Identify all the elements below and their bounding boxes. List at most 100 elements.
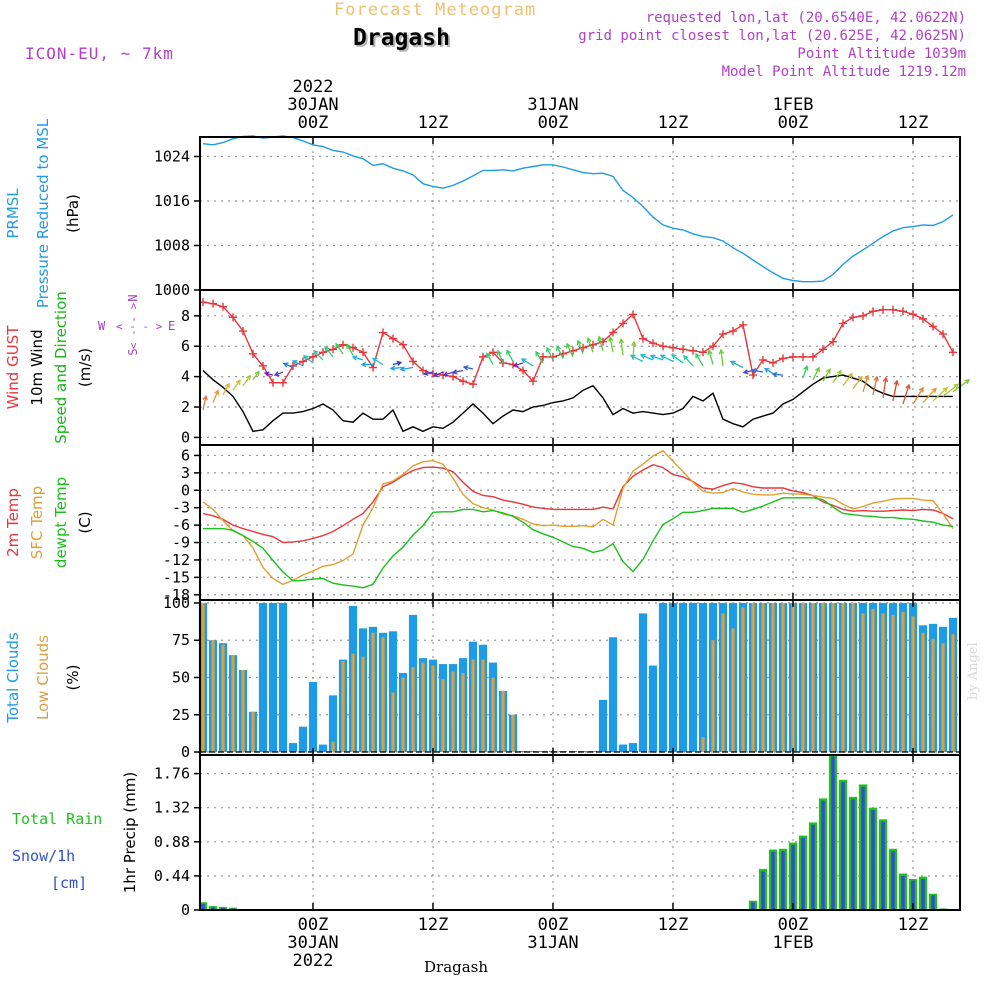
bar-low-clouds	[211, 640, 215, 753]
wind-dir-arrow	[433, 371, 444, 377]
gust-marker	[629, 310, 637, 319]
gust-marker	[329, 345, 337, 354]
gust-marker	[479, 352, 487, 361]
panel-label-2: 10m Wind	[28, 329, 46, 405]
wind-dir-arrowhead	[254, 370, 260, 377]
y-tick-label: 6	[181, 446, 190, 464]
top-axis-date: 31JAN	[527, 95, 578, 115]
model-label: ICON-EU, ~ 7km	[25, 44, 174, 63]
wind-dir-arrowhead	[486, 352, 492, 358]
bar-low-clouds	[331, 741, 335, 753]
wind-dir-arrow	[352, 356, 364, 361]
bar-total-clouds	[628, 743, 638, 753]
y-tick-label: -18	[163, 586, 190, 604]
wind-dir-arrow	[566, 343, 574, 358]
compass-n: N	[126, 294, 140, 301]
bar-snow	[861, 786, 865, 910]
bottom-axis-time: 00Z	[298, 915, 329, 935]
bar-total-clouds	[608, 637, 618, 753]
wind-dir-arrow	[708, 350, 714, 365]
bar-low-clouds	[201, 602, 205, 753]
wind-dir-arrowhead	[905, 383, 911, 390]
bar-snow	[831, 756, 835, 910]
y-tick-label: 1000	[154, 281, 190, 299]
wind-dir-arrowhead	[506, 349, 512, 355]
series-line-3	[203, 497, 954, 589]
requested-coords: requested lon,lat (20.6540E, 42.0622N)	[645, 10, 966, 26]
gust-marker	[949, 348, 957, 357]
wind-dir-arrow	[372, 357, 384, 366]
gust-marker	[819, 345, 827, 354]
bar-low-clouds	[371, 632, 375, 753]
y-tick-label: 75	[172, 631, 190, 649]
bottom-axis-time: 12Z	[418, 915, 449, 935]
wind-dir-arrowhead	[683, 354, 689, 361]
gust-marker	[469, 380, 477, 389]
compass-rose: W < - - > EN< - - >S	[98, 294, 175, 355]
bar-low-clouds	[791, 602, 795, 753]
y-tick-label: 1024	[154, 147, 190, 165]
bar-low-clouds	[801, 602, 805, 753]
top-axis-year: 2022	[293, 77, 334, 97]
wind-dir-arrow	[292, 360, 304, 367]
bar-snow	[211, 906, 215, 910]
bar-low-clouds	[741, 607, 745, 753]
bar-snow	[841, 782, 845, 910]
series-line-1	[202, 135, 954, 283]
wind-dir-arrowhead	[302, 355, 309, 361]
wind-dir-arrow	[671, 354, 684, 364]
wind-dir-arrowhead	[351, 355, 358, 361]
bar-total-clouds	[308, 681, 318, 753]
gust-marker	[519, 366, 527, 375]
y-tick-label: 0	[181, 428, 190, 446]
wind-dir-arrowhead	[346, 343, 352, 349]
bar-snow	[821, 800, 825, 910]
gust-marker	[719, 330, 727, 339]
gust-marker	[249, 349, 257, 358]
panel-label-3: (hPa)	[64, 194, 82, 233]
bar-low-clouds	[851, 602, 855, 753]
wind-dir-arrowhead	[324, 345, 330, 352]
top-axis-time: 12Z	[658, 113, 689, 133]
gust-marker	[229, 313, 237, 322]
wind-dir-arrowhead	[763, 367, 770, 373]
bottom-axis-date: 31JAN	[527, 933, 578, 953]
gust-marker	[359, 348, 367, 357]
wind-dir-arrowhead	[718, 348, 725, 355]
wind-dir-arrowhead	[857, 375, 863, 382]
wind-dir-arrowhead	[882, 376, 889, 383]
station-title: Dragash	[353, 25, 450, 51]
y-tick-label: 0.44	[154, 867, 190, 885]
wind-dir-arrow	[443, 371, 454, 376]
compass-ns-arrow: < - - >	[127, 302, 140, 349]
bar-total-clouds	[598, 699, 608, 753]
gust-marker	[809, 352, 817, 361]
wind-dir-arrow	[730, 360, 744, 369]
gust-marker	[869, 307, 877, 316]
wind-dir-arrow	[620, 339, 624, 356]
wind-dir-arrow	[486, 353, 494, 365]
bar-low-clouds	[241, 670, 245, 753]
y-tick-label: 1008	[154, 236, 190, 254]
bar-low-clouds	[461, 673, 465, 753]
wind-dir-arrowhead	[618, 337, 625, 344]
gust-marker	[909, 310, 917, 319]
y-tick-label: 1.32	[154, 799, 190, 817]
wind-dir-arrowhead	[771, 371, 778, 378]
wind-dir-arrow	[892, 380, 898, 402]
top-axis-date: 30JAN	[287, 95, 338, 115]
gust-marker	[269, 378, 277, 387]
bar-snow	[891, 851, 895, 910]
bottom-axis-time: 00Z	[778, 915, 809, 935]
wind-dir-arrowhead	[953, 383, 960, 389]
wind-dir-arrowhead	[847, 372, 853, 379]
y-tick-label: 0	[181, 743, 190, 761]
wind-dir-arrow	[812, 367, 820, 380]
wind-dir-arrow	[202, 395, 207, 411]
gust-marker	[709, 342, 717, 351]
bar-low-clouds	[871, 608, 875, 753]
wind-dir-arrowhead	[451, 369, 458, 375]
y-tick-label: 0	[181, 901, 190, 919]
bar-low-clouds	[861, 613, 865, 753]
